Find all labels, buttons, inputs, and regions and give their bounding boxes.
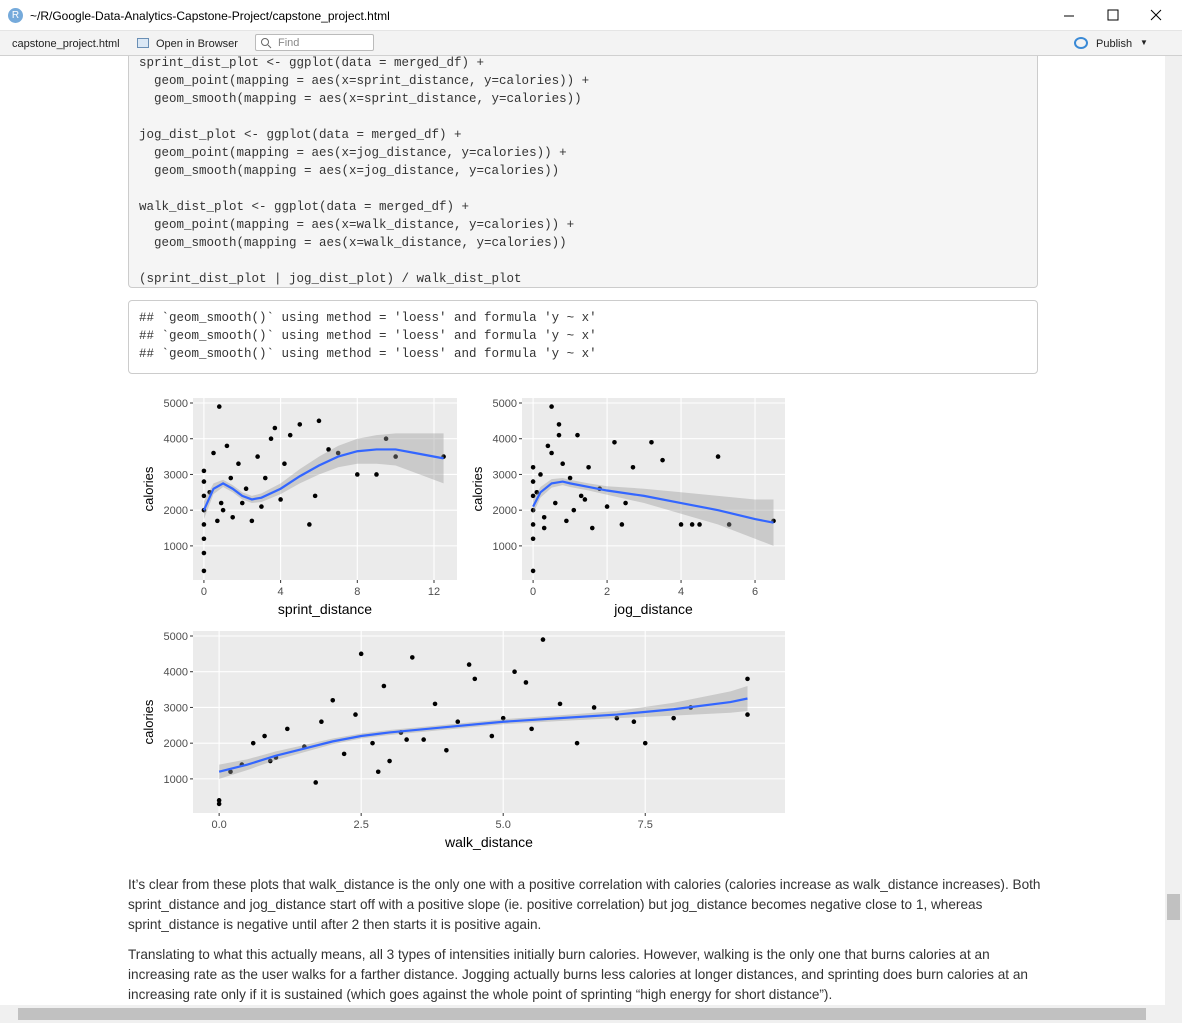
window-controls[interactable] [1050, 0, 1182, 31]
find-placeholder: Find [278, 37, 300, 49]
blank-line [139, 108, 1027, 126]
output-line: ## `geom_smooth()` using method = 'loess… [139, 329, 597, 343]
scroll-thumb[interactable] [1167, 894, 1180, 920]
scroll-thumb[interactable] [18, 1008, 1146, 1020]
code-line: geom_point(mapping = aes(x=walk_distance… [139, 218, 575, 232]
close[interactable] [1150, 9, 1162, 21]
paragraph: Translating to what this actually means,… [128, 947, 1028, 1002]
blank-line [139, 252, 1027, 270]
maximize[interactable] [1107, 9, 1119, 21]
file-tab[interactable]: capstone_project.html [12, 38, 120, 50]
title-bar: R ~/R/Google-Data-Analytics-Capstone-Pro… [0, 0, 1182, 31]
code-line: geom_smooth(mapping = aes(x=walk_distanc… [139, 236, 567, 250]
code-block: sprint_dist_plot <- ggplot(data = merged… [128, 56, 1038, 288]
code-line: jog_dist_plot <- ggplot(data = merged_df… [139, 128, 462, 142]
app-icon: R [8, 8, 23, 23]
code-line: walk_dist_plot <- ggplot(data = merged_d… [139, 200, 470, 214]
search-icon [261, 38, 272, 49]
code-line: geom_smooth(mapping = aes(x=sprint_dista… [139, 92, 582, 106]
browser-icon [137, 38, 149, 48]
publish-icon [1074, 37, 1088, 49]
find-box[interactable]: Find [255, 34, 374, 51]
output-line: ## `geom_smooth()` using method = 'loess… [139, 347, 597, 361]
blank-line [139, 180, 1027, 198]
code-line: sprint_dist_plot <- ggplot(data = merged… [139, 56, 485, 70]
document: sprint_dist_plot <- ggplot(data = merged… [0, 56, 1165, 1005]
window-title: ~/R/Google-Data-Analytics-Capstone-Proje… [30, 9, 390, 23]
code-line: geom_smooth(mapping = aes(x=jog_distance… [139, 164, 560, 178]
code-line: geom_point(mapping = aes(x=sprint_distan… [139, 74, 590, 88]
publish-button[interactable]: Publish [1096, 38, 1133, 50]
vertical-scrollbar[interactable] [1165, 56, 1182, 1005]
horizontal-scrollbar[interactable] [0, 1005, 1182, 1023]
toolbar: capstone_project.html Open in Browser Fi… [0, 31, 1182, 56]
output-block: ## `geom_smooth()` using method = 'loess… [128, 300, 1038, 374]
output-line: ## `geom_smooth()` using method = 'loess… [139, 311, 597, 325]
publish-menu[interactable]: ▼ [1140, 38, 1148, 47]
paragraph: It’s clear from these plots that walk_di… [128, 877, 1041, 932]
code-line: geom_point(mapping = aes(x=jog_distance,… [139, 146, 567, 160]
code-line: (sprint_dist_plot | jog_dist_plot) / wal… [139, 272, 522, 286]
open-in-browser[interactable]: Open in Browser [156, 38, 238, 50]
